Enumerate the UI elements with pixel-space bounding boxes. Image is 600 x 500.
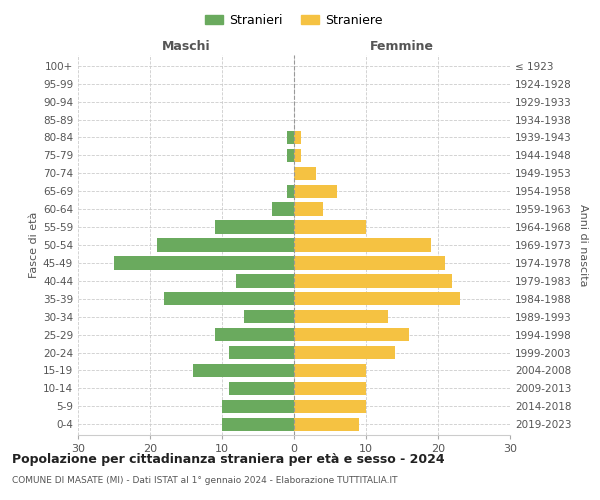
Bar	[215, 328, 294, 342]
Bar	[215, 220, 294, 234]
Bar	[294, 202, 323, 216]
Bar	[294, 310, 388, 324]
Bar	[294, 130, 301, 144]
Text: Femmine: Femmine	[370, 40, 434, 53]
Bar	[294, 382, 366, 395]
Bar	[272, 202, 294, 216]
Text: COMUNE DI MASATE (MI) - Dati ISTAT al 1° gennaio 2024 - Elaborazione TUTTITALIA.: COMUNE DI MASATE (MI) - Dati ISTAT al 1°…	[12, 476, 398, 485]
Bar	[294, 400, 366, 413]
Bar	[114, 256, 294, 270]
Bar	[294, 148, 301, 162]
Bar	[294, 418, 359, 431]
Bar	[244, 310, 294, 324]
Bar	[294, 274, 452, 287]
Bar	[294, 238, 431, 252]
Bar	[229, 346, 294, 360]
Legend: Stranieri, Straniere: Stranieri, Straniere	[200, 8, 388, 32]
Bar	[222, 418, 294, 431]
Bar	[236, 274, 294, 287]
Bar	[294, 328, 409, 342]
Text: Popolazione per cittadinanza straniera per età e sesso - 2024: Popolazione per cittadinanza straniera p…	[12, 452, 445, 466]
Bar	[287, 130, 294, 144]
Bar	[229, 382, 294, 395]
Bar	[157, 238, 294, 252]
Bar	[294, 220, 366, 234]
Bar	[164, 292, 294, 306]
Bar	[294, 292, 460, 306]
Y-axis label: Fasce di età: Fasce di età	[29, 212, 39, 278]
Bar	[294, 166, 316, 180]
Bar	[294, 364, 366, 377]
Y-axis label: Anni di nascita: Anni di nascita	[578, 204, 588, 286]
Bar	[193, 364, 294, 377]
Bar	[294, 346, 395, 360]
Bar	[287, 148, 294, 162]
Bar	[294, 184, 337, 198]
Bar	[294, 256, 445, 270]
Bar	[222, 400, 294, 413]
Text: Maschi: Maschi	[161, 40, 211, 53]
Bar	[287, 184, 294, 198]
